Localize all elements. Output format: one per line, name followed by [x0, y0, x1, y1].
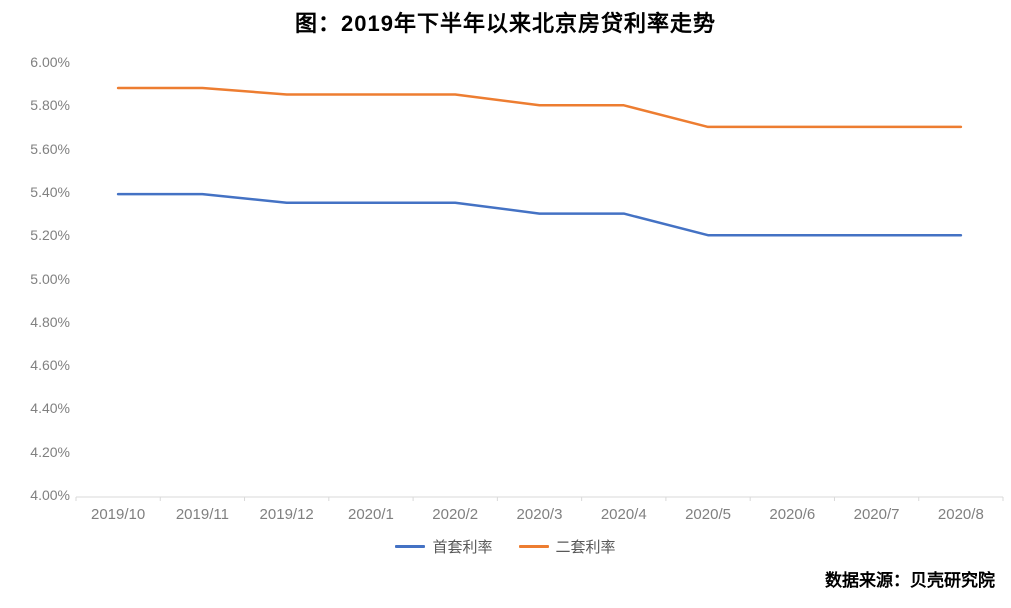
x-axis-tick-label: 2019/11: [175, 506, 229, 523]
x-axis-tick-label: 2019/10: [91, 506, 146, 523]
y-axis-tick-label: 4.80%: [30, 313, 70, 330]
series-line-first-home-rate: [116, 192, 963, 237]
chart-title: 图：2019年下半年以来北京房贷利率走势: [295, 11, 716, 36]
y-axis-tick-label: 4.20%: [30, 443, 70, 460]
legend-line-swatch-blue: [395, 545, 426, 548]
y-axis-tick-label: 5.00%: [30, 270, 70, 287]
source-note: 数据来源：贝壳研究院: [825, 571, 995, 590]
y-axis-tick-label: 5.40%: [30, 183, 70, 200]
legend-label-first-home-rate: 首套利率: [432, 539, 493, 556]
x-axis-tick-label: 2020/1: [348, 506, 394, 523]
y-axis-tick-label: 4.60%: [30, 357, 70, 374]
y-axis-tick-label: 4.00%: [30, 487, 70, 503]
legend-item-first-home-rate: 首套利率: [395, 536, 493, 557]
y-axis-tick-label: 5.20%: [30, 227, 70, 244]
y-axis-tick-label: 4.40%: [30, 400, 70, 417]
legend-line-swatch-orange: [518, 545, 549, 548]
x-axis-tick-label: 2020/3: [516, 506, 563, 523]
series-line-second-home-rate: [116, 86, 963, 129]
legend-label-second-home-rate: 二套利率: [555, 539, 616, 556]
x-axis-tick-label: 2020/2: [432, 506, 479, 523]
x-axis-tick-label: 2019/12: [259, 506, 314, 523]
x-axis-tick-label: 2020/5: [685, 506, 731, 523]
x-axis-tick-label: 2020/6: [769, 506, 816, 523]
x-axis-tick-label: 2020/7: [853, 506, 900, 523]
y-axis-tick-label: 5.60%: [30, 140, 70, 157]
x-axis-tick-label: 2020/4: [600, 506, 647, 523]
legend-item-second-home-rate: 二套利率: [518, 536, 616, 557]
y-axis-tick-label: 5.80%: [30, 97, 70, 114]
y-axis-tick-label: 6.00%: [30, 54, 70, 70]
legend: 首套利率 二套利率: [0, 536, 1011, 557]
x-axis-tick-label: 2020/8: [937, 506, 984, 523]
